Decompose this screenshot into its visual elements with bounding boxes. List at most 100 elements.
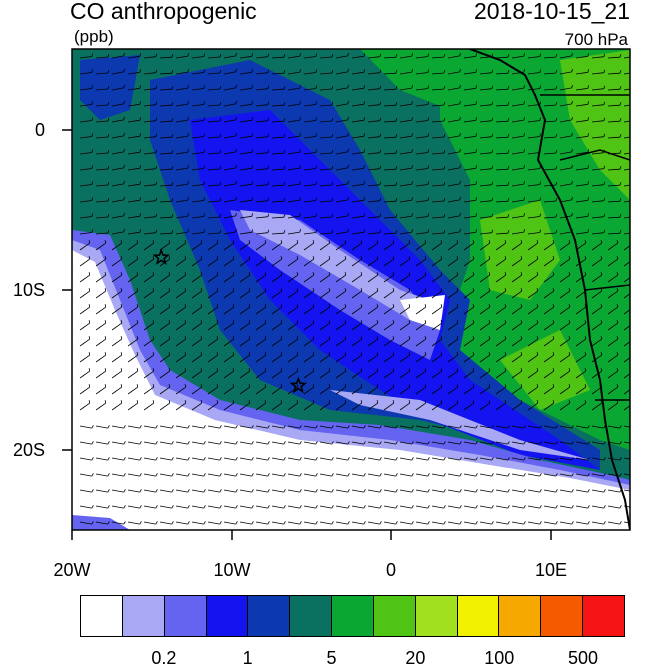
wind-barb-flag [187,229,189,233]
wind-barb-flag [200,320,203,324]
wind-barb-flag [392,240,395,244]
wind-barb-flag [267,69,270,73]
wind-barb [319,200,333,203]
wind-barb-flag [187,425,190,429]
wind-barb [415,258,427,267]
wind-barb [399,215,412,219]
wind-barb [335,55,348,59]
wind-barb-flag [315,457,318,461]
wind-barb [143,136,156,139]
wind-barb-flag [267,505,270,509]
wind-barb [383,184,397,187]
wind-barb-flag [376,400,379,404]
wind-barb-flag [267,133,270,137]
wind-barb [255,338,267,347]
wind-barb-flag [235,228,237,232]
wind-barb [543,104,557,107]
wind-barb-flag [299,489,302,493]
wind-barb-flag [523,101,525,105]
wind-barb-flag [568,272,571,276]
wind-barb [335,402,347,411]
wind-barb-flag [299,213,301,217]
wind-barb [255,354,267,363]
wind-barb-flag [123,52,125,56]
wind-barb [223,55,236,59]
wind-barb-flag [520,352,523,356]
wind-barb [175,306,187,315]
wind-barb [591,168,604,171]
wind-barb-flag [408,400,411,404]
wind-barb-flag [376,240,379,244]
wind-barb [479,242,491,251]
wind-barb [127,521,140,525]
wind-barb [623,309,630,315]
wind-barb-flag [392,304,395,308]
wind-barb [223,103,236,107]
wind-barb-flag [440,400,443,404]
wind-barb [559,151,572,155]
wind-barb-flag [523,213,525,217]
wind-barb [143,473,156,477]
wind-barb [431,56,445,59]
wind-barb [303,274,315,283]
wind-barb-flag [363,101,365,105]
wind-barb-flag [443,149,446,154]
wind-barb-flag [123,180,125,184]
wind-barb-flag [619,441,622,445]
wind-barb [479,521,492,525]
wind-barb-flag [523,505,526,509]
wind-barb-flag [123,505,126,509]
wind-barb-flag [472,368,475,372]
wind-barb [527,72,540,75]
wind-barb [159,505,172,509]
wind-barb [143,489,156,493]
wind-barb-flag [616,288,619,292]
wind-barb-flag [152,336,155,340]
wind-barb-flag [203,181,205,185]
wind-barb [207,322,219,331]
wind-barb [591,338,603,347]
wind-barb-flag [619,70,622,74]
wind-barb-flag [363,197,365,201]
wind-barb [351,457,364,461]
wind-barb [591,200,604,203]
wind-barb [575,231,588,235]
wind-barb-flag [299,181,301,185]
wind-barb [95,216,109,219]
wind-barb-flag [264,304,267,308]
wind-barb-flag [280,320,283,324]
wind-barb [511,135,524,139]
wind-barb-flag [459,180,461,184]
wind-barb [351,55,364,59]
wind-barb-flag [248,272,251,276]
wind-barb-flag [603,117,606,121]
wind-barb-flag [411,441,414,445]
wind-barb [175,242,187,251]
wind-barb [623,277,630,283]
wind-barb-flag [475,117,477,121]
wind-barb [399,441,412,445]
wind-barb [559,274,571,283]
wind-barb [591,473,604,477]
wind-barb [575,167,588,171]
wind-barb-flag [152,272,155,276]
wind-barb [271,216,285,219]
wind-barb [143,425,156,429]
wind-barb-flag [584,336,587,340]
coastline [469,49,630,530]
wind-barb [207,505,220,509]
wind-barb [543,258,555,267]
wind-barb-flag [619,102,622,106]
wind-barb-flag [264,288,267,292]
wind-barb-flag [360,336,363,340]
wind-barb [367,104,380,107]
wind-barb-flag [472,304,475,308]
wind-barb [463,215,476,219]
wind-barb [79,505,92,509]
wind-barb-flag [363,213,365,217]
wind-barb-flag [539,441,542,445]
wind-barb-flag [555,101,558,106]
wind-barb [415,290,427,299]
wind-barb-flag [136,384,139,388]
wind-barb-flag [328,304,331,308]
